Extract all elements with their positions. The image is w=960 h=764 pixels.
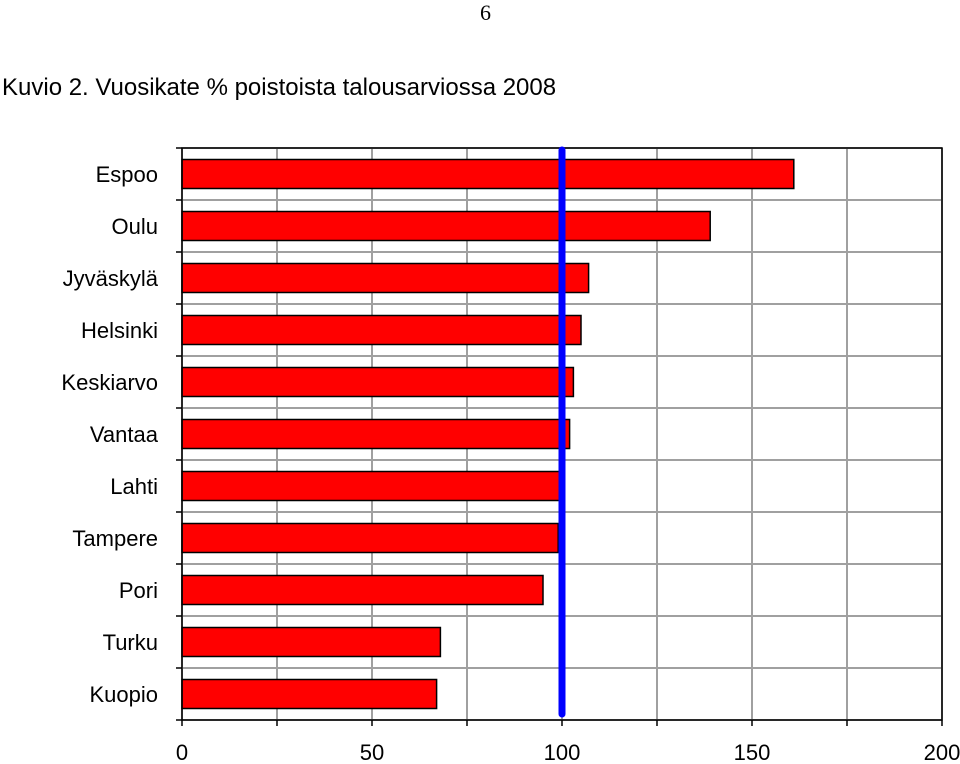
x-tick-label: 0 [176,740,188,764]
x-tick-label: 100 [544,740,581,764]
bar [181,210,711,242]
category-label: Kuopio [89,682,158,707]
bar [181,470,563,502]
category-label: Pori [119,578,158,603]
bar [181,574,544,606]
bar [181,262,590,294]
category-label: Oulu [112,214,158,239]
category-label: Lahti [110,474,158,499]
category-label: Tampere [72,526,158,551]
bar [181,418,571,450]
category-label: Helsinki [81,318,158,343]
page-number: 6 [480,0,491,25]
bar [181,158,795,190]
bar [181,366,575,398]
bar [181,314,582,346]
bar [181,626,442,658]
category-label: Keskiarvo [61,370,158,395]
category-label: Vantaa [90,422,159,447]
bar [181,678,438,710]
x-tick-label: 150 [734,740,771,764]
figure-title: Kuvio 2. Vuosikate % poistoista talousar… [2,74,557,101]
category-label: Jyväskylä [63,266,159,291]
category-label: Turku [103,630,158,655]
bar [181,522,559,554]
category-label: Espoo [96,162,158,187]
x-tick-label: 50 [360,740,384,764]
x-tick-label: 200 [924,740,960,764]
